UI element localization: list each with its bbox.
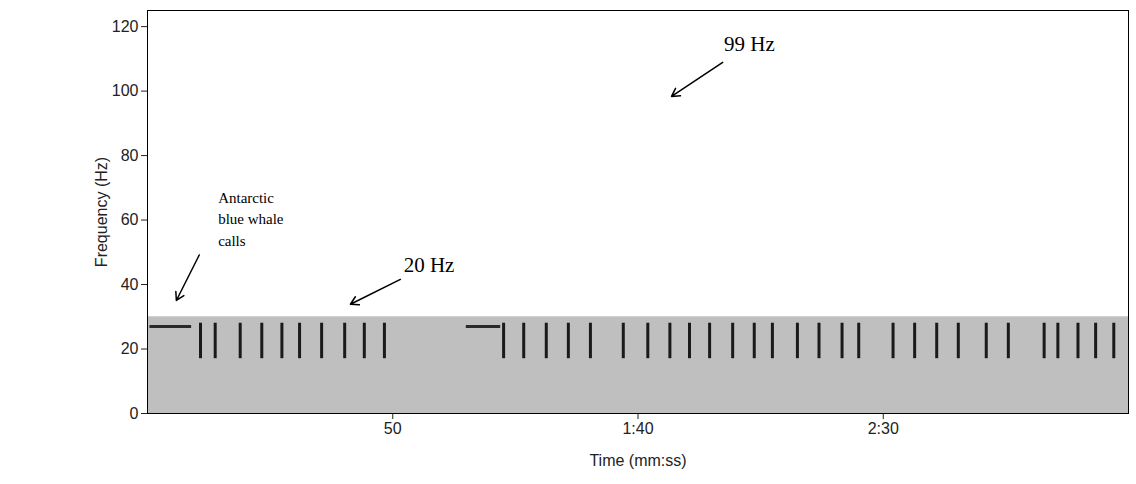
svg-text:50: 50	[384, 420, 402, 437]
svg-text:120: 120	[112, 18, 139, 35]
svg-text:20 Hz: 20 Hz	[404, 253, 455, 277]
svg-text:100: 100	[112, 82, 139, 99]
svg-text:2:30: 2:30	[868, 420, 899, 437]
svg-text:80: 80	[121, 147, 139, 164]
svg-text:60: 60	[121, 211, 139, 228]
svg-text:40: 40	[121, 276, 139, 293]
svg-text:20: 20	[121, 340, 139, 357]
svg-text:1:40: 1:40	[622, 420, 653, 437]
svg-text:Time (mm:ss): Time (mm:ss)	[589, 452, 686, 469]
svg-text:0: 0	[130, 405, 139, 422]
svg-text:99 Hz: 99 Hz	[724, 32, 775, 56]
svg-text:Antarcticblue whalecalls: Antarcticblue whalecalls	[218, 190, 284, 250]
svg-text:Frequency (Hz): Frequency (Hz)	[93, 157, 110, 267]
